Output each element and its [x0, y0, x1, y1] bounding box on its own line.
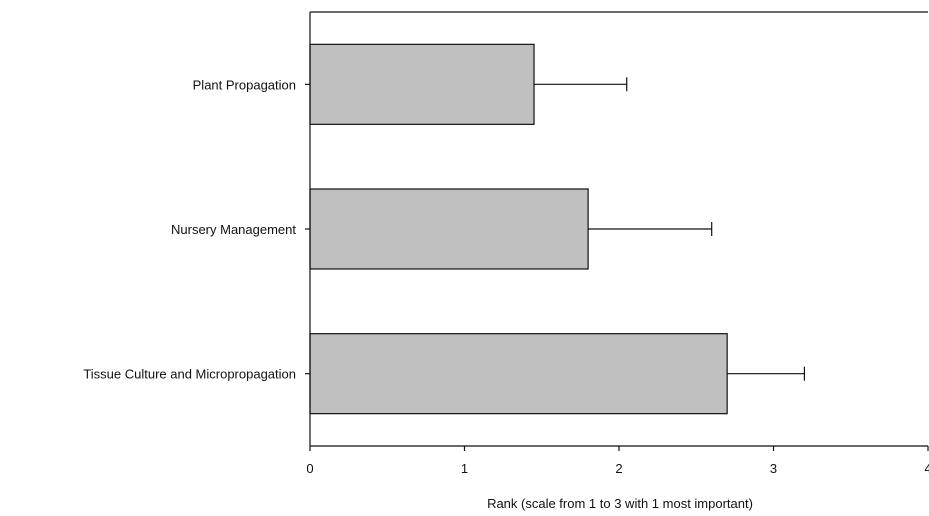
- category-label: Tissue Culture and Micropropagation: [83, 367, 296, 382]
- x-tick-label: 3: [770, 461, 777, 476]
- error-bars-group: [534, 77, 806, 381]
- labels-group: 0 1 2 3 4 Plant Propagation Nursery Management…: [83, 77, 929, 476]
- category-label: Nursery Management: [171, 222, 296, 237]
- x-tick-label: 2: [615, 461, 622, 476]
- bar: [309, 188, 589, 270]
- category-label: Plant Propagation: [193, 77, 296, 92]
- bar: [309, 43, 535, 125]
- x-tick-label: 1: [461, 461, 468, 476]
- x-tick-label: 0: [306, 461, 313, 476]
- x-axis-title: Rank (scale from 1 to 3 with 1 most impo…: [487, 496, 753, 511]
- bars-group: [309, 43, 728, 415]
- bar: [309, 333, 728, 415]
- axes-group: [305, 11, 929, 451]
- x-tick-label: 4: [924, 461, 929, 476]
